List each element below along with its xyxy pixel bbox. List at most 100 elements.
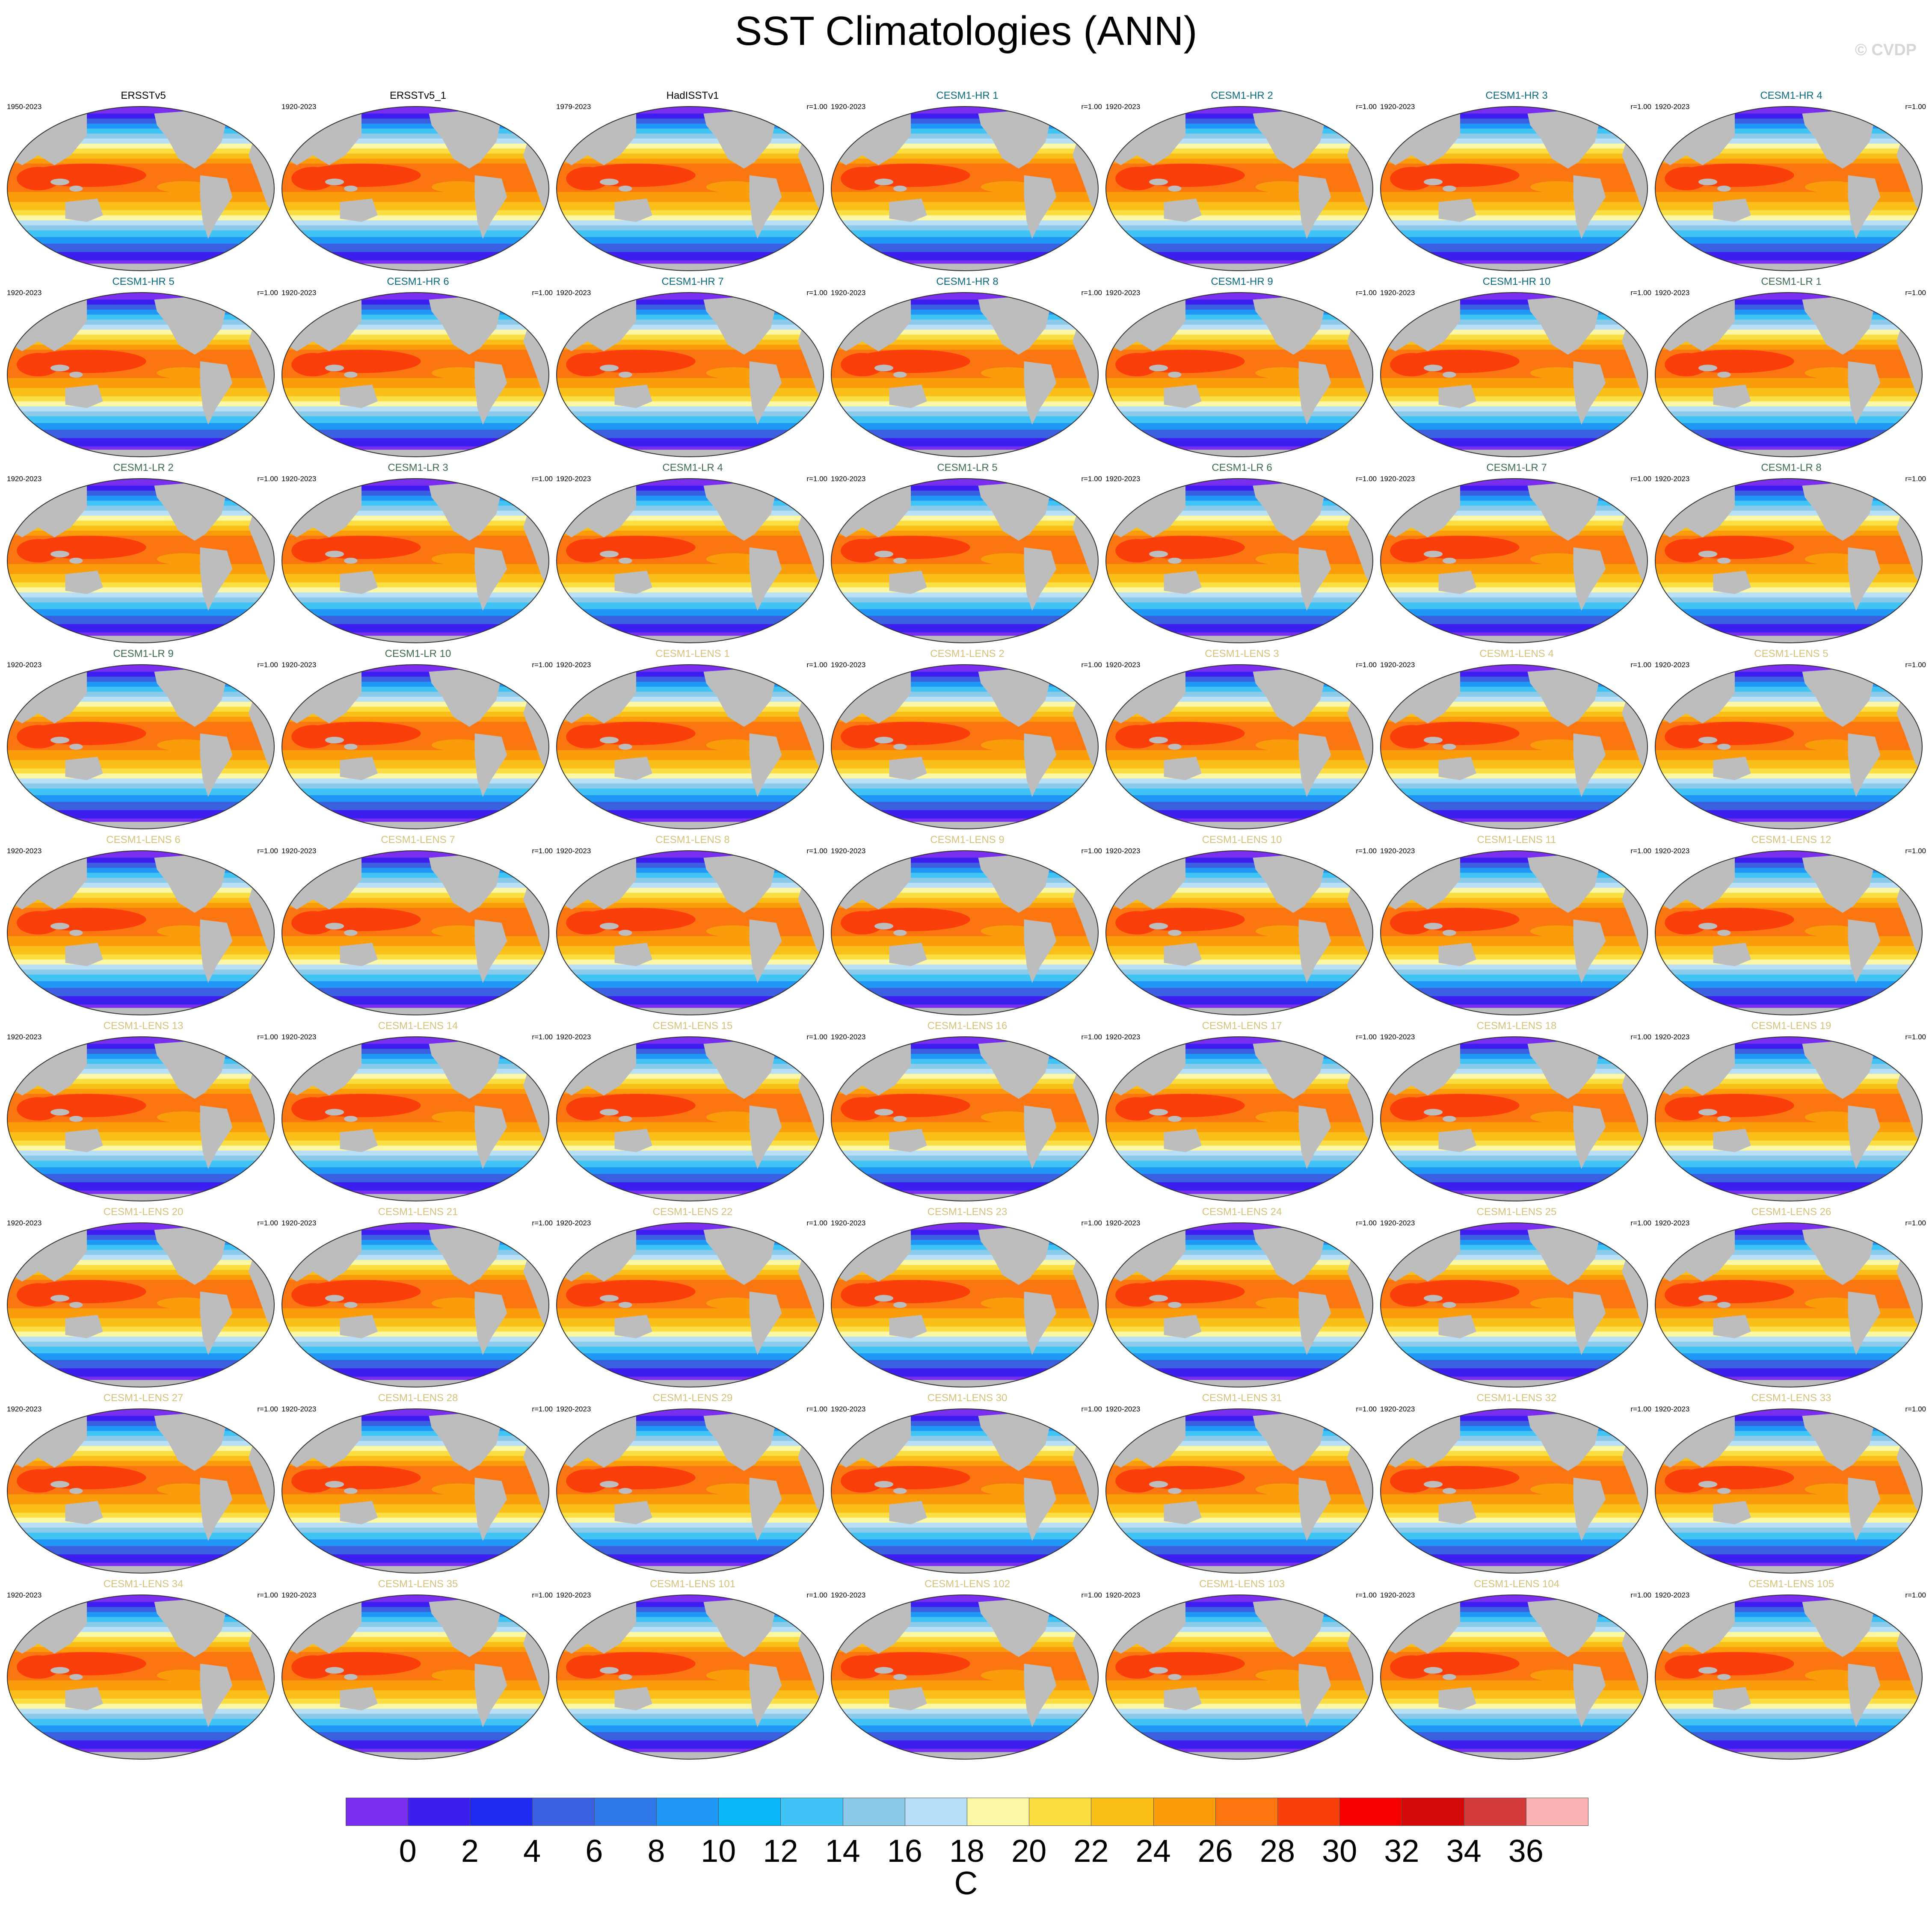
panel-title: CESM1-LENS 14 (378, 1020, 458, 1032)
colorbar-swatch (904, 1798, 967, 1826)
colorbar-unit-label: C (954, 1865, 978, 1902)
panel-pattern-correlation: r=1.00 (532, 1591, 553, 1599)
panel-period: 1920-2023 (1655, 1033, 1690, 1041)
map-panel: 1920-2023 CESM1-LENS 12 r=1.00 (1654, 830, 1929, 1016)
sst-map (7, 106, 275, 271)
panel-pattern-correlation: r=1.00 (1630, 1033, 1651, 1041)
colorbar-tick-label: 0 (399, 1833, 417, 1869)
panel-pattern-correlation: r=1.00 (532, 289, 553, 297)
panel-pattern-correlation: r=1.00 (1356, 661, 1377, 669)
panel-period: 1920-2023 (1655, 103, 1690, 111)
map-panel: 1920-2023 CESM1-LR 3 r=1.00 (281, 458, 555, 644)
map-panel: 1920-2023 CESM1-LR 7 r=1.00 (1379, 458, 1654, 644)
colorbar-swatch (1091, 1798, 1154, 1826)
panel-title: CESM1-LR 5 (937, 462, 998, 473)
colorbar-swatch (1277, 1798, 1340, 1826)
sst-map (282, 478, 549, 643)
panel-title: CESM1-HR 3 (1485, 90, 1548, 101)
map-panel: 1920-2023 CESM1-LENS 29 r=1.00 (555, 1388, 830, 1574)
map-panel: 1920-2023 CESM1-LR 1 r=1.00 (1654, 272, 1929, 458)
panel-pattern-correlation: r=1.00 (532, 847, 553, 855)
map-panel: 1920-2023 CESM1-LENS 9 r=1.00 (830, 830, 1105, 1016)
panel-pattern-correlation: r=1.00 (532, 475, 553, 483)
sst-map (1380, 1594, 1648, 1760)
panel-period: 1920-2023 (1380, 103, 1415, 111)
map-panel: 1920-2023 CESM1-LENS 10 r=1.00 (1105, 830, 1379, 1016)
map-panel: 1920-2023 CESM1-LENS 6 r=1.00 (6, 830, 281, 1016)
panel-pattern-correlation: r=1.00 (1356, 1405, 1377, 1413)
map-panel: 1920-2023 CESM1-LENS 24 r=1.00 (1105, 1202, 1379, 1388)
panel-pattern-correlation: r=1.00 (1630, 1405, 1651, 1413)
panel-period: 1950-2023 (7, 103, 42, 111)
panel-period: 1920-2023 (1655, 1405, 1690, 1413)
sst-map (831, 664, 1099, 829)
map-panel: 1920-2023 CESM1-LR 10 r=1.00 (281, 644, 555, 830)
sst-map (1105, 850, 1373, 1015)
map-panel: 1920-2023 CESM1-LENS 30 r=1.00 (830, 1388, 1105, 1574)
panel-title: CESM1-LENS 20 (103, 1206, 184, 1218)
panel-period: 1920-2023 (1380, 1591, 1415, 1599)
map-panel: 1920-2023 CESM1-LENS 11 r=1.00 (1379, 830, 1654, 1016)
map-panel: 1920-2023 CESM1-LENS 32 r=1.00 (1379, 1388, 1654, 1574)
panel-period: 1920-2023 (1655, 475, 1690, 483)
sst-map (1655, 1594, 1923, 1760)
panel-period: 1920-2023 (282, 289, 317, 297)
panel-pattern-correlation: r=1.00 (1081, 661, 1102, 669)
panel-title: CESM1-HR 7 (661, 276, 724, 287)
panel-pattern-correlation: r=1.00 (257, 1591, 278, 1599)
map-panel: 1920-2023 CESM1-HR 5 r=1.00 (6, 272, 281, 458)
sst-map (1105, 1036, 1373, 1201)
sst-map (7, 664, 275, 829)
map-panel: 1920-2023 CESM1-LENS 18 r=1.00 (1379, 1016, 1654, 1202)
panel-pattern-correlation: r=1.00 (1905, 1405, 1926, 1413)
map-panel: 1920-2023 CESM1-HR 7 r=1.00 (555, 272, 830, 458)
panel-period: 1920-2023 (1655, 1591, 1690, 1599)
panel-title: CESM1-LENS 2 (930, 648, 1005, 660)
map-panel: 1920-2023 CESM1-LR 6 r=1.00 (1105, 458, 1379, 644)
panel-pattern-correlation: r=1.00 (257, 1405, 278, 1413)
panel-period: 1920-2023 (7, 475, 42, 483)
panel-pattern-correlation: r=1.00 (1356, 475, 1377, 483)
sst-map (282, 1408, 549, 1574)
panel-pattern-correlation: r=1.00 (1081, 475, 1102, 483)
sst-map (7, 1222, 275, 1387)
colorbar-tick-label: 22 (1073, 1833, 1109, 1869)
panel-period: 1920-2023 (7, 1591, 42, 1599)
map-panel: 1920-2023 CESM1-HR 4 r=1.00 (1654, 86, 1929, 272)
sst-map (1380, 1036, 1648, 1201)
sst-map (1380, 1408, 1648, 1574)
panel-pattern-correlation: r=1.00 (1630, 661, 1651, 669)
panel-period: 1920-2023 (1655, 661, 1690, 669)
panel-period: 1920-2023 (282, 1591, 317, 1599)
colorbar-swatch (594, 1798, 657, 1826)
panel-title: CESM1-LENS 8 (655, 834, 730, 846)
colorbar-tick-label: 20 (1011, 1833, 1047, 1869)
map-panel: 1920-2023 CESM1-HR 9 r=1.00 (1105, 272, 1379, 458)
panel-period: 1920-2023 (282, 661, 317, 669)
sst-map (7, 1408, 275, 1574)
map-panel: 1920-2023 CESM1-LENS 28 r=1.00 (281, 1388, 555, 1574)
sst-map (282, 106, 549, 271)
panel-title: CESM1-LENS 3 (1205, 648, 1279, 660)
panel-pattern-correlation: r=1.00 (532, 1219, 553, 1227)
map-panel: 1920-2023 CESM1-LENS 31 r=1.00 (1105, 1388, 1379, 1574)
panel-period: 1920-2023 (1380, 475, 1415, 483)
map-panel: 1920-2023 CESM1-LENS 26 r=1.00 (1654, 1202, 1929, 1388)
sst-map (1380, 850, 1648, 1015)
map-panel: 1920-2023 CESM1-LENS 25 r=1.00 (1379, 1202, 1654, 1388)
panel-title: ERSSTv5 (121, 90, 166, 101)
panel-period: 1920-2023 (1105, 1033, 1141, 1041)
panel-title: CESM1-LENS 104 (1473, 1578, 1560, 1590)
panel-period: 1920-2023 (1380, 661, 1415, 669)
panel-period: 1920-2023 (1105, 1591, 1141, 1599)
panel-title: CESM1-LR 2 (113, 462, 174, 473)
panel-period: 1920-2023 (831, 475, 866, 483)
panel-pattern-correlation: r=1.00 (1081, 1405, 1102, 1413)
sst-map (282, 292, 549, 457)
colorbar-swatch (780, 1798, 843, 1826)
panel-title: CESM1-LENS 34 (103, 1578, 184, 1590)
sst-map (1380, 664, 1648, 829)
panel-pattern-correlation: r=1.00 (1905, 847, 1926, 855)
panel-title: CESM1-LENS 11 (1477, 834, 1556, 846)
panel-period: 1920-2023 (1105, 289, 1141, 297)
